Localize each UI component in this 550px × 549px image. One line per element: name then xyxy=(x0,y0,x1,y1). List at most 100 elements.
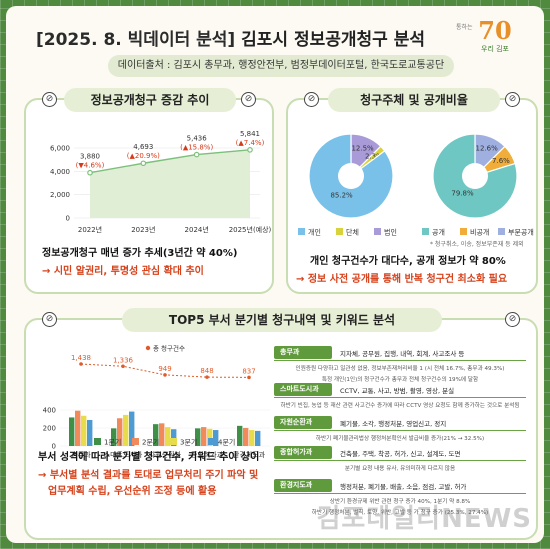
total-value-label: 1,438 xyxy=(71,354,91,362)
keyword-note: 하반기 폐기물관리법상 행정처분확인서 발급비율 증가(21% → 32.5%) xyxy=(315,436,485,442)
trend-growth-label: (▼4.6%) xyxy=(76,162,105,170)
dept-insight-line2: 업무계획 수립, 우선순위 조정 등에 활용 xyxy=(48,486,217,497)
dept-summary: 부서 성격에 따라 분기별 청구건수, 키워드 추이 상이 xyxy=(38,452,260,463)
bar xyxy=(207,428,213,446)
legend-label: 부분공개 xyxy=(508,228,534,237)
legend-label: 4분기 xyxy=(218,438,235,447)
logo-top-text: 통하는 xyxy=(456,24,473,31)
disclosure-pie-chart: 12.6% 7.6% 79.8% 공개 비공개 부분공개 xyxy=(422,133,534,237)
legend-label: 2분기 xyxy=(142,438,159,447)
city-logo: 통하는 70 우리 김포 xyxy=(456,18,528,62)
disclosure-pie-value-label: 12.6% xyxy=(476,145,499,153)
disclosure-pie-hole xyxy=(462,163,488,189)
keyword-row: 종합허가과 건축물, 주택, 착공, 허가, 신고, 설계도, 도면 분기별 요청 … xyxy=(274,446,526,472)
legend-swatch xyxy=(145,345,151,351)
trend-growth-label: (▲15.8%) xyxy=(180,144,213,152)
legend-label: 법인 xyxy=(384,228,397,237)
dept-insight-line1: → 부서별 분석 결과를 토대로 업무처리 주기 파악 및 xyxy=(38,470,259,481)
share-insight: → 정보 사전 공개를 통해 반복 청구건 최소화 필요 xyxy=(296,274,508,285)
total-point xyxy=(79,362,83,366)
trend-point xyxy=(87,169,93,176)
requester-pie-value-label: 85.2% xyxy=(330,191,353,199)
legend-swatch xyxy=(94,438,101,445)
share-panel: 청구주체 및 공개비율 ⊘ ⊘ 12.5% 2.3% 85.2% 개인 단체 법인 12.… xyxy=(286,88,538,294)
dept-name-label: 환경지도과 xyxy=(274,479,332,492)
divider xyxy=(274,397,526,398)
x-tick-label: 2024년 xyxy=(185,225,209,234)
dept-panel: TOP5 부서 분기별 청구내역 및 키워드 분석 ⊘ ⊘ 400 200 0 총무과… xyxy=(24,308,538,540)
bar xyxy=(153,424,159,446)
legend-swatch xyxy=(422,228,429,235)
y-tick-label: 0 xyxy=(52,443,56,451)
dept-name-label: 스마트도시과 xyxy=(274,383,332,396)
trend-point xyxy=(193,151,200,158)
y-tick-label: 0 xyxy=(66,215,70,223)
bar xyxy=(111,428,117,446)
pin-icon: ⊘ xyxy=(241,92,256,107)
requester-pie-chart: 12.5%2.3% 85.2% 개인 단체 법인 xyxy=(298,133,397,237)
legend-label: 총 청구건수 xyxy=(153,344,185,353)
bar xyxy=(213,430,219,446)
dept-keywords: CCTV, 교통, 사고, 방범, 촬영, 영상, 분실 xyxy=(340,386,455,395)
pin-icon: ⊘ xyxy=(304,92,319,107)
bar xyxy=(87,419,93,446)
bar xyxy=(159,423,165,446)
x-tick-label: 종합허가과 xyxy=(191,450,224,459)
disclosure-pie-value-label: 7.6% xyxy=(492,157,510,165)
divider xyxy=(274,493,526,494)
data-source-label: 데이터출처 : 김포시 총무과, 행정안전부, 범정부데이터포털, 한국도로교통… xyxy=(108,55,454,77)
total-point xyxy=(163,373,167,377)
y-tick-label: 2,000 xyxy=(50,191,70,199)
dept-name-label: 종합허가과 xyxy=(274,446,332,459)
trend-growth-label: (▲20.9%) xyxy=(127,152,160,160)
trend-growth-label: (▲7.4%) xyxy=(236,139,265,147)
y-tick-label: 400 xyxy=(43,407,56,415)
y-tick-label: 6,000 xyxy=(50,145,70,153)
trend-line-chart: 6,0004,0002,00003,880(▼4.6%)2022년4,693(▲… xyxy=(50,130,272,234)
keyword-row-header: 환경지도과 행정처분, 폐기물, 배출, 소음, 점검, 고발, 허가 xyxy=(274,479,526,492)
trend-value-label: 5,841 xyxy=(240,130,260,138)
trend-summary: 정보공개청구 매년 증가 추세(3년간 약 40%) xyxy=(42,248,238,259)
legend-swatch xyxy=(208,438,215,445)
legend-label: 공개 xyxy=(432,228,445,237)
legend-label: 1분기 xyxy=(104,438,121,447)
header-title-text: 김포시 정보공개청구 분석 xyxy=(241,30,426,50)
total-value-label: 949 xyxy=(158,365,171,373)
trend-insight: → 시민 알권리, 투명성 관심 확대 추이 xyxy=(42,266,204,277)
dept-name-label: 총무과 xyxy=(274,346,332,359)
requester-pie-value-label: 2.3% xyxy=(365,153,383,161)
keyword-note: 하반기 빈집, 농업 등 재산 관련 사고건수 증가에 따라 CCTV 영상 요… xyxy=(280,403,520,409)
bar xyxy=(249,430,255,446)
keyword-row: 환경지도과 행정처분, 폐기물, 배출, 소음, 점검, 고발, 허가 상반기 환경… xyxy=(274,479,526,516)
keyword-row-header: 총무과 지자체, 공무원, 집행, 내역, 회계, 사고조사 등 xyxy=(274,346,526,359)
dept-name-label: 자원순환과 xyxy=(274,416,332,429)
trend-value-label: 5,436 xyxy=(187,135,208,143)
keyword-note: 특정 개인(1인)의 청구건수가 총무과 전체 청구건수의 19%에 달함 xyxy=(321,377,479,383)
requester-pie-slice xyxy=(308,133,394,219)
bar xyxy=(201,427,207,446)
dept-keywords: 지자체, 공무원, 집행, 내역, 회계, 사고조사 등 xyxy=(340,349,465,358)
total-value-label: 837 xyxy=(242,367,255,375)
bar-chart-legend: 1분기 2분기 3분기 4분기 xyxy=(94,438,235,447)
dept-quarter-bar-chart: 400 200 0 총무과 스마트도시과 자원순환과 종합허가과 환경지도과 1,438 1,33… xyxy=(43,344,270,459)
logo-slogan: 우리 김포 xyxy=(481,45,509,53)
x-tick-label: 자원순환과 xyxy=(149,450,182,459)
legend-label: 개인 xyxy=(308,228,321,237)
bar xyxy=(255,430,261,446)
bar xyxy=(195,428,201,446)
legend-label: 3분기 xyxy=(180,438,197,447)
watermark-text: 김포데일리NEWS xyxy=(316,504,532,534)
dept-panel-title: TOP5 부서 분기별 청구내역 및 키워드 분석 xyxy=(122,308,442,332)
bar xyxy=(75,410,81,446)
bar xyxy=(123,414,129,446)
x-tick-label: 총무과 xyxy=(71,450,91,459)
total-point xyxy=(247,375,251,380)
bar xyxy=(165,427,171,446)
header-tag: [2025. 8. 빅데이터 분석] xyxy=(36,30,236,50)
x-tick-label: 스마트도시과 xyxy=(104,450,143,459)
keyword-row-header: 자원순환과 폐기물, 소각, 행정처분, 영업신고, 정지 xyxy=(274,416,526,429)
infographic-frame: [2025. 8. 빅데이터 분석] 김포시 정보공개청구 분석 통하는 70 … xyxy=(6,6,544,543)
trend-area xyxy=(90,149,250,218)
y-tick-label: 4,000 xyxy=(50,168,70,176)
